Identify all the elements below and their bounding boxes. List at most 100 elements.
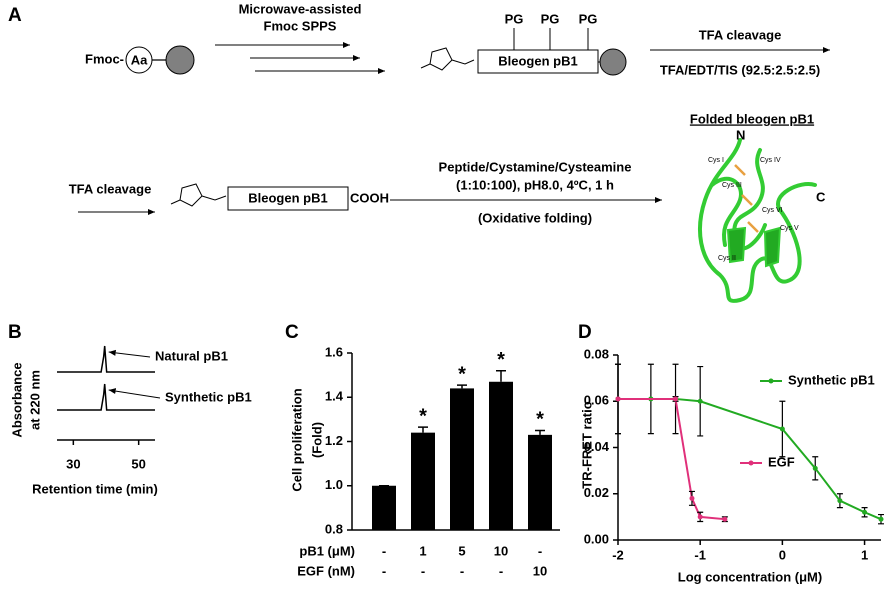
y-axis-label: at 220 nm xyxy=(27,370,42,430)
significance: * xyxy=(419,405,427,427)
disulfide xyxy=(734,164,759,233)
x-tick-label: 1 xyxy=(861,547,868,562)
fit-line xyxy=(618,397,725,521)
significance: * xyxy=(497,349,505,371)
y-tick-label: 1.0 xyxy=(325,477,343,492)
y-tick-label: 0.06 xyxy=(584,393,609,408)
y-tick-label: 0.04 xyxy=(584,439,610,454)
protecting-group: PG xyxy=(579,11,598,26)
data-point xyxy=(862,509,868,515)
error-bar xyxy=(457,384,467,389)
pyroglutamate xyxy=(170,183,227,207)
data-point xyxy=(779,426,785,432)
x-axis-label: Log concentration (μM) xyxy=(678,569,822,584)
y-axis-label: (Fold) xyxy=(309,422,324,458)
data-point xyxy=(697,514,703,520)
data-point xyxy=(878,516,884,522)
bar xyxy=(489,381,513,530)
treatment-level: - xyxy=(499,563,503,578)
annotation: Natural pB1 xyxy=(155,348,228,363)
bar xyxy=(450,388,474,530)
data-point xyxy=(673,396,679,402)
terminus-label: N xyxy=(736,127,745,142)
structure-title: Folded bleogen pB1 xyxy=(690,111,814,126)
annotation-arrow xyxy=(108,388,161,399)
treatment-name: pB1 (μM) xyxy=(299,543,355,558)
cys-label: Cys I xyxy=(708,157,724,164)
peptide-box xyxy=(227,186,349,211)
treatment-name: EGF (nM) xyxy=(297,563,355,578)
y-tick-label: 1.2 xyxy=(325,433,343,448)
trace xyxy=(57,383,155,411)
protecting-group: PG xyxy=(505,11,524,26)
step-note: (Oxidative folding) xyxy=(478,210,592,225)
step-label: Fmoc SPPS xyxy=(264,18,337,33)
treatment-level: 10 xyxy=(494,543,508,558)
significance: * xyxy=(458,363,466,385)
data-point xyxy=(722,516,728,522)
residue-label: Aa xyxy=(131,52,148,67)
error-bar xyxy=(535,429,545,435)
bond xyxy=(513,28,600,63)
resin xyxy=(599,48,627,76)
panel-label: B xyxy=(8,322,22,343)
x-tick-label: -1 xyxy=(694,547,706,562)
y-axis-label: TR-FRET ratio xyxy=(579,401,594,488)
pyroglutamate xyxy=(420,47,475,71)
step-label: TFA cleavage xyxy=(699,27,782,42)
cys-label: Cys VI xyxy=(762,207,783,214)
y-tick-label: 0.08 xyxy=(584,346,609,361)
y-tick-label: 0.02 xyxy=(584,485,609,500)
fmoc-prefix: Fmoc- xyxy=(85,51,124,66)
data-point xyxy=(812,465,818,471)
bar xyxy=(528,434,552,530)
y-axis-label: Absorbance xyxy=(9,362,24,437)
y-axis-label: Cell proliferation xyxy=(289,388,304,491)
cys-label: Cys III xyxy=(722,182,742,189)
step-conditions: Peptide/Cystamine/Cysteamine xyxy=(439,159,632,174)
treatment-level: - xyxy=(460,563,464,578)
legend-label: EGF xyxy=(768,454,795,469)
significance: * xyxy=(536,409,544,431)
y-tick-label: 1.4 xyxy=(325,389,344,404)
treatment-level: 1 xyxy=(419,543,426,558)
panel-label: A xyxy=(8,5,22,26)
protecting-group: PG xyxy=(541,11,560,26)
y-tick-label: 0.00 xyxy=(584,531,609,546)
x-tick-label: 0 xyxy=(779,547,786,562)
treatment-level: - xyxy=(382,563,386,578)
annotation: Synthetic pB1 xyxy=(165,389,252,404)
step-label: TFA cleavage xyxy=(69,181,152,196)
cys-label: Cys II xyxy=(718,255,736,262)
legend-marker xyxy=(768,378,774,384)
data-point xyxy=(697,398,703,404)
peptide-label: Bleogen pB1 xyxy=(248,190,327,205)
protein-structure xyxy=(698,138,817,303)
treatment-level: 5 xyxy=(458,543,465,558)
treatment-level: - xyxy=(382,543,386,558)
treatment-level: 10 xyxy=(533,563,547,578)
legend-label: Synthetic pB1 xyxy=(788,372,875,387)
y-tick-label: 0.8 xyxy=(325,521,343,536)
error-bar xyxy=(418,426,428,433)
error-bar xyxy=(496,369,506,382)
panel-label: C xyxy=(285,322,299,343)
x-axis-label: Retention time (min) xyxy=(32,481,158,496)
treatment-level: - xyxy=(421,563,425,578)
annotation-arrow xyxy=(108,349,151,358)
data-point xyxy=(615,396,621,402)
bar xyxy=(372,485,396,530)
x-tick-label: 30 xyxy=(66,456,80,471)
bar xyxy=(411,432,435,530)
x-tick-label: 50 xyxy=(131,456,145,471)
terminus-label: C xyxy=(816,189,826,204)
trace xyxy=(57,345,155,373)
terminus: COOH xyxy=(350,190,389,205)
step-conditions: TFA/EDT/TIS (92.5:2.5:2.5) xyxy=(660,62,820,77)
residue xyxy=(125,46,153,74)
x-tick-label: -2 xyxy=(612,547,624,562)
data-point xyxy=(689,495,695,501)
treatment-level: - xyxy=(538,543,542,558)
cys-label: Cys V xyxy=(780,225,799,232)
